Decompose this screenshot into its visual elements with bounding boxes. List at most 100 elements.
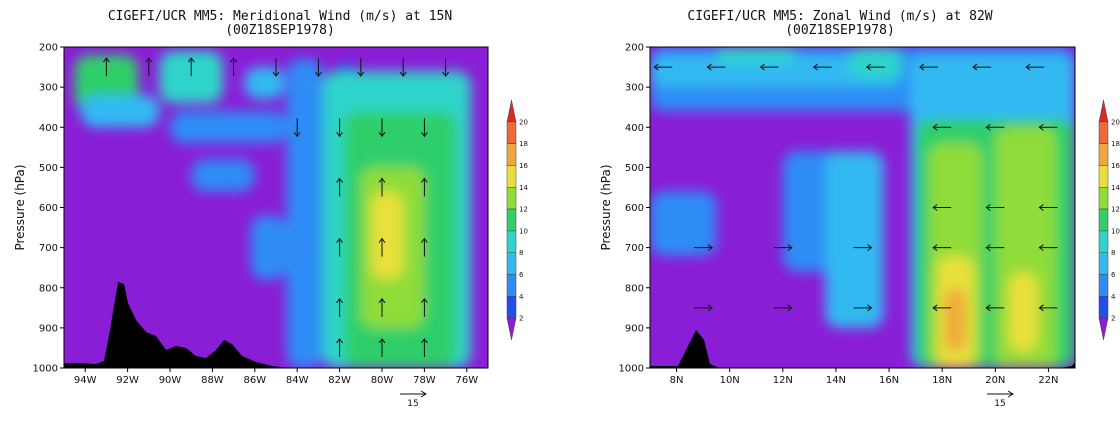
chart-title: CIGEFI/UCR MM5: Zonal Wind (m/s) at 82W <box>687 9 993 24</box>
y-tick-label: 700 <box>625 243 644 254</box>
wind-arrow <box>336 177 344 197</box>
contour-region <box>716 47 797 64</box>
colorbar: 2 4 6 8 10 12 14 16 18 20 <box>506 99 528 341</box>
contour-region <box>159 51 223 104</box>
wind-arrow <box>378 338 386 357</box>
wind-arrow <box>932 204 952 211</box>
wind-arrow <box>378 237 386 257</box>
colorbar-segment <box>1098 99 1109 123</box>
reference-arrowhead <box>1007 390 1014 398</box>
colorbar-segment <box>1098 317 1109 341</box>
wind-arrow <box>420 177 428 197</box>
colorbar-segment <box>506 121 517 144</box>
colorbar-tick-label: 2 <box>1111 315 1115 323</box>
colorbar-segment <box>506 143 517 166</box>
wind-arrow <box>187 57 195 77</box>
colorbar-segment <box>1098 143 1109 166</box>
contour-region <box>250 215 287 280</box>
wind-arrow <box>1038 204 1058 211</box>
wind-arrow <box>932 304 952 312</box>
wind-arrow <box>1025 63 1045 71</box>
contour-fields <box>650 47 1075 368</box>
colorbar-tick-label: 18 <box>1111 140 1120 148</box>
wind-arrow <box>1038 304 1058 312</box>
colorbar-segment <box>506 99 517 123</box>
contour-region <box>650 55 903 88</box>
zonal-wind-panel: CIGEFI/UCR MM5: Zonal Wind (m/s) at 82W … <box>560 0 1120 438</box>
colorbar-tick-label: 18 <box>519 140 528 148</box>
colorbar-segment <box>1098 208 1109 232</box>
zonal-wind-plot: 200 300 400 500 600 700 800 900 1000 8N 10N 12N 14N 1… <box>599 43 1120 410</box>
colorbar-tick-label: 2 <box>519 315 523 323</box>
y-tick-label: 1000 <box>33 364 58 375</box>
colorbar-segment <box>1098 252 1109 275</box>
x-tick-label: 94W <box>74 375 97 386</box>
wind-arrow <box>759 63 779 71</box>
colorbar-tick-label: 6 <box>519 271 524 279</box>
colorbar-segment <box>506 230 517 253</box>
wind-arrow <box>932 244 952 252</box>
contour-fields <box>74 51 472 368</box>
meridional-wind-plot: 200 300 400 500 600 700 800 900 1000 94W 92W 90W 88W… <box>13 43 528 410</box>
y-tick-label: 900 <box>39 323 58 334</box>
wind-arrow <box>853 244 873 252</box>
terrain-silhouette <box>64 282 290 368</box>
contour-region <box>1008 271 1038 352</box>
colorbar-segment <box>506 274 517 297</box>
y-tick-label: 200 <box>625 43 644 54</box>
y-tick-label: 900 <box>625 323 644 334</box>
terrain-silhouette <box>650 330 1075 368</box>
y-tick-label: 400 <box>39 123 58 134</box>
y-tick-label: 300 <box>39 83 58 94</box>
colorbar-segment <box>1098 165 1109 188</box>
wind-arrow <box>985 304 1005 312</box>
colorbar-tick-label: 10 <box>519 227 528 235</box>
wind-arrow <box>706 63 726 71</box>
wind-arrow <box>972 63 992 71</box>
colorbar-segment <box>506 165 517 188</box>
x-tick-label: 84W <box>286 375 309 386</box>
x-tick-label: 22N <box>1038 375 1058 386</box>
x-tick-label: 14N <box>826 375 846 386</box>
wind-arrow <box>314 58 322 77</box>
contour-region <box>849 47 903 80</box>
y-axis-label: Pressure (hPa) <box>13 164 27 250</box>
wind-vectors <box>653 63 1058 312</box>
colorbar-tick-label: 6 <box>1111 271 1116 279</box>
wind-arrow <box>230 57 238 77</box>
x-tick-label: 16N <box>879 375 899 386</box>
colorbar-segment <box>1098 187 1109 210</box>
wind-arrow <box>378 118 386 138</box>
wind-arrow <box>336 338 344 357</box>
wind-arrow <box>1038 123 1058 131</box>
y-tick-label: 1000 <box>619 364 644 375</box>
wind-arrow <box>812 63 832 71</box>
colorbar-tick-label: 14 <box>519 184 528 192</box>
wind-arrow <box>865 63 885 71</box>
contour-region <box>650 191 717 256</box>
y-tick-label: 500 <box>625 163 644 174</box>
contour-region <box>244 67 285 100</box>
y-tick-label: 400 <box>625 123 644 134</box>
wind-arrow <box>103 57 110 77</box>
wind-arrow <box>1038 244 1058 252</box>
wind-arrow <box>420 118 428 138</box>
chart-subtitle: (00Z18SEP1978) <box>785 23 895 38</box>
wind-arrow <box>399 58 407 77</box>
wind-arrow <box>336 297 344 317</box>
colorbar-segment <box>1098 230 1109 253</box>
x-tick-label: 20N <box>985 375 1005 386</box>
x-tick-label: 8N <box>670 375 684 386</box>
colorbar-segment <box>1098 296 1109 319</box>
colorbar-segment <box>506 252 517 275</box>
wind-arrow <box>336 237 344 257</box>
y-tick-label: 800 <box>625 283 644 294</box>
colorbar-tick-label: 12 <box>519 206 528 214</box>
chart-title: CIGEFI/UCR MM5: Meridional Wind (m/s) at… <box>107 9 453 24</box>
x-tick-label: 18N <box>932 375 952 386</box>
x-tick-label: 12N <box>773 375 793 386</box>
colorbar-tick-label: 14 <box>1111 184 1120 192</box>
wind-arrow <box>272 58 280 77</box>
colorbar: 2 4 6 8 10 12 14 16 18 20 <box>1098 99 1120 341</box>
y-tick-label: 500 <box>39 163 58 174</box>
